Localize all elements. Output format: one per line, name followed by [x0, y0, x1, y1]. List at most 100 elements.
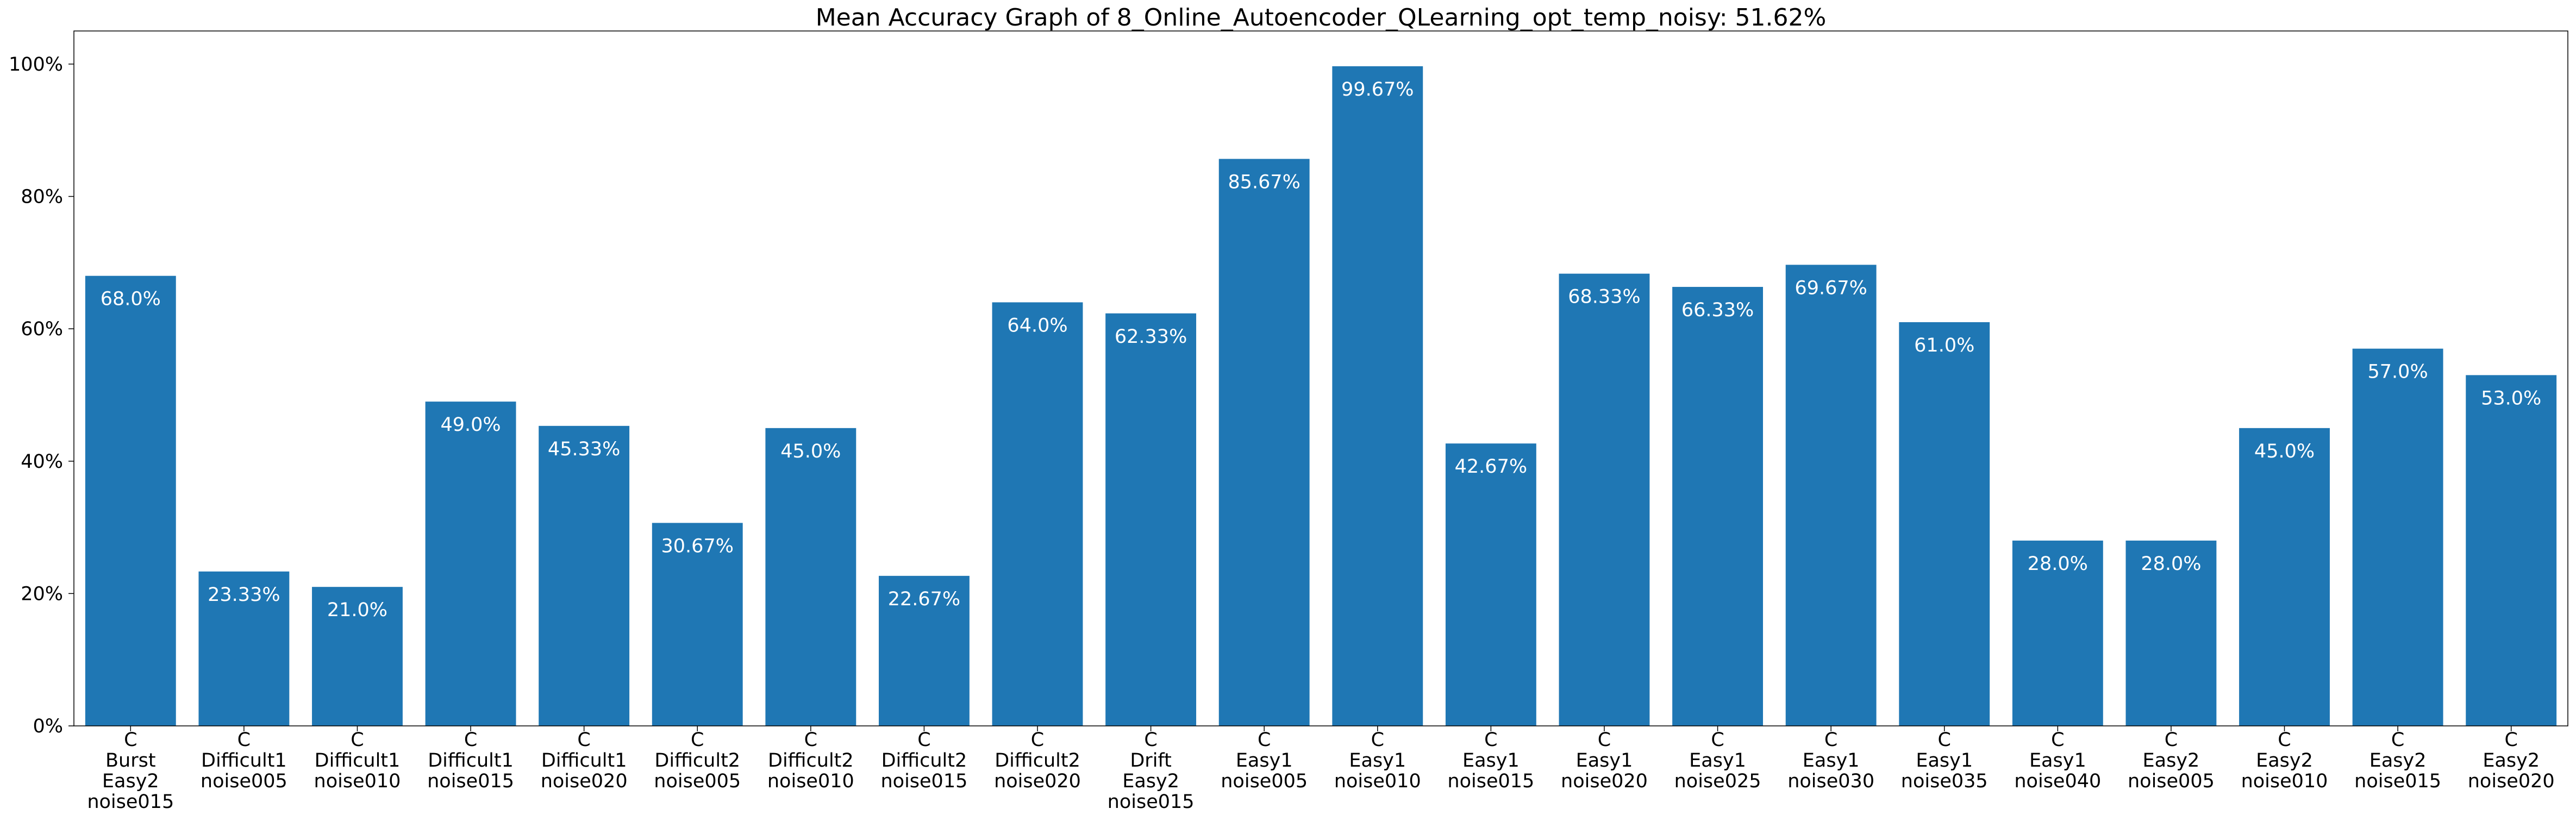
x-tick-label-line: Easy2 [1122, 770, 1179, 792]
x-tick-label-line: Easy1 [1349, 750, 1406, 772]
x-tick-label-line: noise005 [1221, 770, 1308, 792]
x-tick-label: C Easy1 noise015 [1447, 729, 1534, 792]
x-tick-label-line: C [1824, 729, 1837, 751]
x-tick-label-line: noise035 [1901, 770, 1988, 792]
x-tick-label-line: C [2504, 729, 2517, 751]
x-tick-label: C Drift Easy2 noise015 [1108, 729, 1195, 813]
x-tick-label-line: noise015 [1108, 791, 1195, 813]
bar-value-label: 28.0% [2028, 553, 2088, 575]
x-tick-label: C Easy1 noise010 [1334, 729, 1421, 792]
y-tick-label: 0% [33, 716, 63, 737]
bar-value-label: 42.67% [1455, 456, 1527, 478]
x-tick-label-line: Easy2 [2256, 750, 2313, 772]
y-tick-label: 80% [21, 186, 63, 208]
bar [312, 587, 403, 726]
x-tick-label-line: C [1371, 729, 1384, 751]
x-tick-label-line: noise010 [767, 770, 854, 792]
bar [992, 302, 1083, 726]
x-tick-label-line: Difficult1 [428, 750, 514, 772]
x-tick-label: C Easy1 noise025 [1674, 729, 1761, 792]
bar-value-label: 69.67% [1795, 277, 1867, 299]
x-tick-label-line: C [2278, 729, 2291, 751]
bar [2466, 375, 2557, 726]
bar-value-label: 61.0% [1914, 335, 1974, 356]
x-tick-label-line: noise020 [1561, 770, 1648, 792]
x-tick-label-line: C [577, 729, 590, 751]
x-tick-label-line: C [1711, 729, 1724, 751]
data-labels-layer: 68.0% 23.33% 21.0% 49.0% 45.33% 30.67% 45.0% 22… [101, 79, 2542, 621]
x-tick-label-line: C [691, 729, 704, 751]
x-tick-label-line: Easy2 [102, 770, 159, 792]
x-tick-label: C Easy2 noise010 [2241, 729, 2328, 792]
x-tick-label-line: noise015 [880, 770, 967, 792]
bar-value-label: 45.33% [548, 438, 620, 460]
bar-value-label: 30.67% [661, 535, 734, 557]
bar-value-label: 45.0% [2254, 441, 2315, 462]
x-tick-label-line: C [804, 729, 817, 751]
bar-value-label: 45.0% [780, 441, 841, 462]
x-tick-label-line: Difficult1 [201, 750, 287, 772]
x-tick-label: C Easy2 noise015 [2354, 729, 2441, 792]
x-tick-label: C Difficult2 noise015 [880, 729, 967, 792]
x-tick-label-line: Easy1 [1236, 750, 1293, 772]
bar [2239, 428, 2330, 726]
x-tick-label: C Easy1 noise030 [1787, 729, 1874, 792]
bar-value-label: 28.0% [2141, 553, 2201, 575]
bar-value-label: 68.33% [1568, 286, 1640, 308]
x-tick-label-line: Easy1 [1689, 750, 1746, 772]
bar [2352, 348, 2443, 726]
x-tick-label-line: Difficult2 [768, 750, 854, 772]
x-tick-label: C Difficult2 noise010 [767, 729, 854, 792]
bar [765, 428, 856, 726]
bar-value-label: 64.0% [1007, 315, 1067, 336]
x-tick-label: C Easy2 noise005 [2128, 729, 2215, 792]
x-tick-label-line: Burst [105, 750, 156, 772]
x-tick-label: C Easy1 noise005 [1221, 729, 1308, 792]
x-tick-label-line: Easy2 [2369, 750, 2427, 772]
bar [1899, 322, 1990, 726]
bar [1218, 159, 1310, 726]
bar [2012, 540, 2103, 726]
x-tick-label-line: Difficult2 [654, 750, 740, 772]
bar [198, 571, 290, 726]
x-tick-label-line: noise015 [87, 791, 174, 813]
x-tick-label-line: noise010 [314, 770, 401, 792]
x-tick-label-line: Difficult2 [881, 750, 967, 772]
bar [425, 402, 516, 726]
x-tick-label-line: noise005 [201, 770, 287, 792]
bar-value-label: 23.33% [208, 584, 280, 606]
x-tick-label-line: noise010 [2241, 770, 2328, 792]
x-tick-label-line: noise020 [994, 770, 1081, 792]
x-tick-label-line: Easy1 [1803, 750, 1860, 772]
bar [85, 275, 176, 726]
x-tick-label-line: noise020 [541, 770, 628, 792]
bar-value-label: 62.33% [1115, 326, 1187, 348]
x-tick-label: C Difficult1 noise005 [201, 729, 287, 792]
bar [1105, 313, 1197, 726]
x-tick-label-line: Difficult2 [995, 750, 1080, 772]
x-tick-label-line: Drift [1130, 750, 1172, 772]
y-tick-label: 20% [21, 583, 63, 605]
bar-value-label: 66.33% [1681, 299, 1754, 321]
bar-value-label: 53.0% [2481, 387, 2541, 409]
x-tick-label-line: C [1484, 729, 1497, 751]
x-tick-label-line: noise015 [2354, 770, 2441, 792]
x-tick-label-line: Difficult1 [315, 750, 401, 772]
bar [1445, 443, 1536, 726]
x-tick-label-line: C [237, 729, 251, 751]
bar-value-label: 68.0% [101, 289, 161, 310]
bar [1332, 66, 1423, 726]
x-tick-label-line: C [1598, 729, 1611, 751]
bar-value-label: 22.67% [888, 588, 960, 610]
bar [1559, 273, 1650, 726]
x-tick-label: C Easy1 noise040 [2014, 729, 2101, 792]
bar [539, 425, 630, 726]
x-tick-label: C Difficult2 noise005 [654, 729, 741, 792]
x-tick-label-line: noise040 [2014, 770, 2101, 792]
bar [1785, 265, 1877, 726]
x-tick-label-line: Easy2 [2483, 750, 2540, 772]
bar-value-label: 85.67% [1228, 171, 1300, 193]
x-tick-label: C Difficult1 noise020 [541, 729, 628, 792]
x-tick-label: C Difficult1 noise010 [314, 729, 401, 792]
